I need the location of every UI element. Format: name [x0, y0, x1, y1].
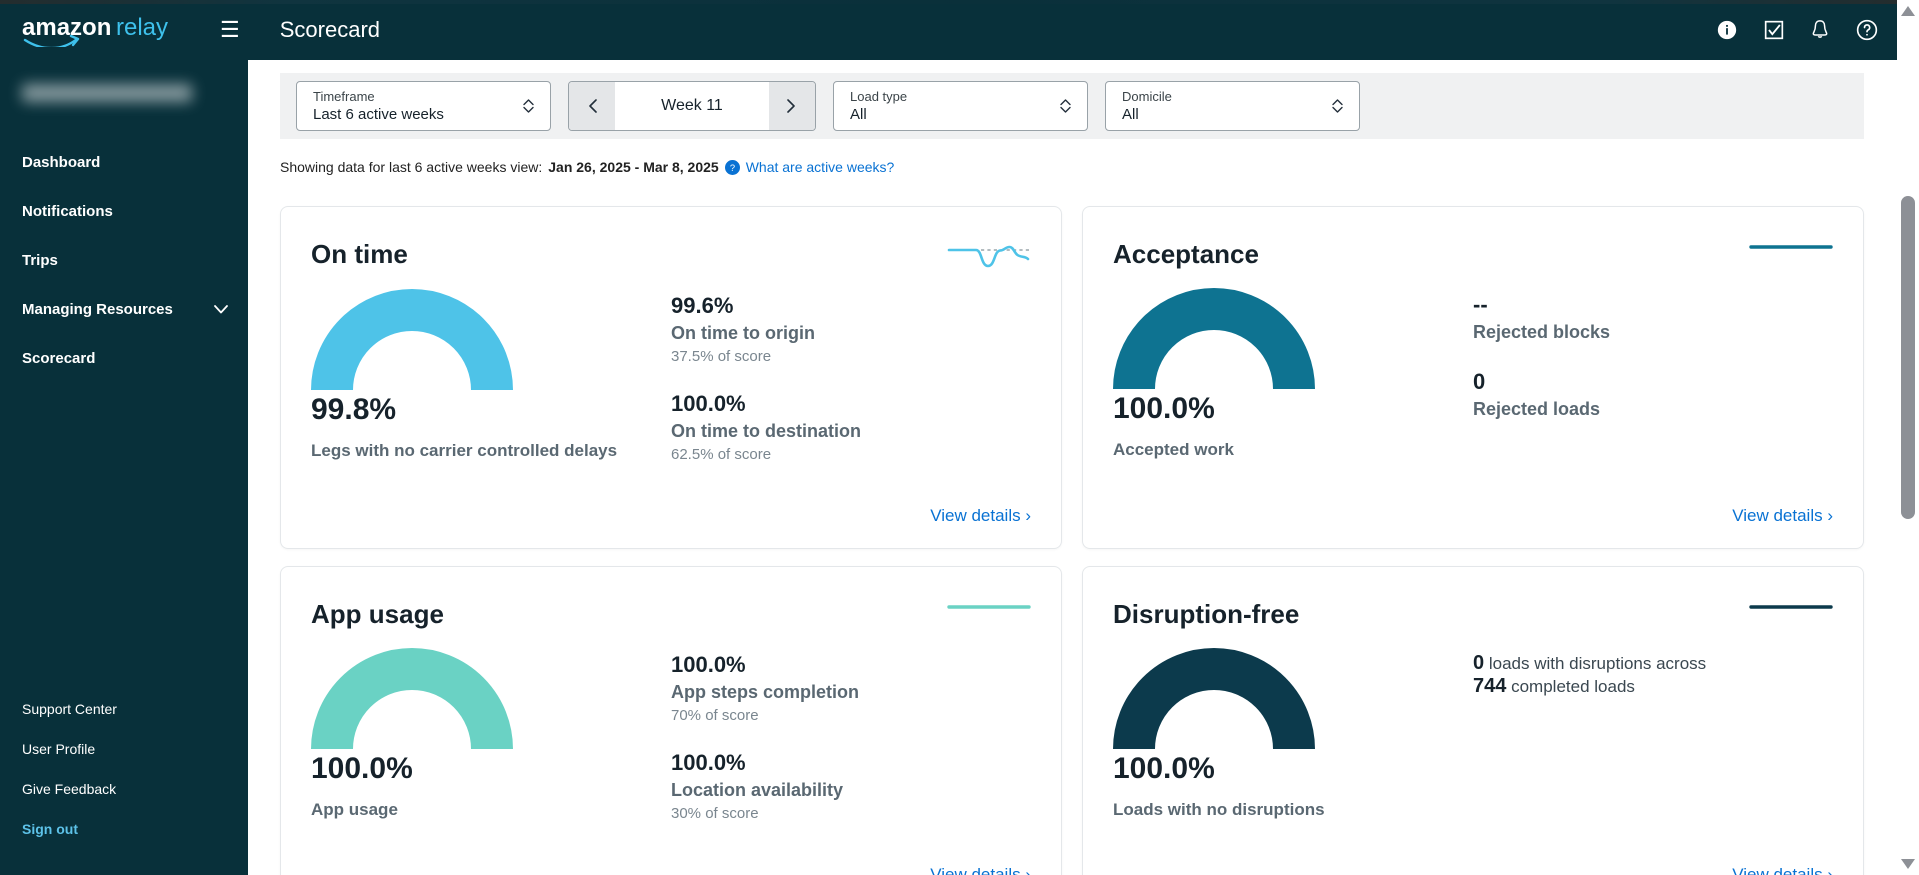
svg-text:relay: relay — [116, 14, 168, 41]
svg-text:amazon: amazon — [22, 14, 111, 41]
svg-text:?: ? — [730, 162, 735, 172]
